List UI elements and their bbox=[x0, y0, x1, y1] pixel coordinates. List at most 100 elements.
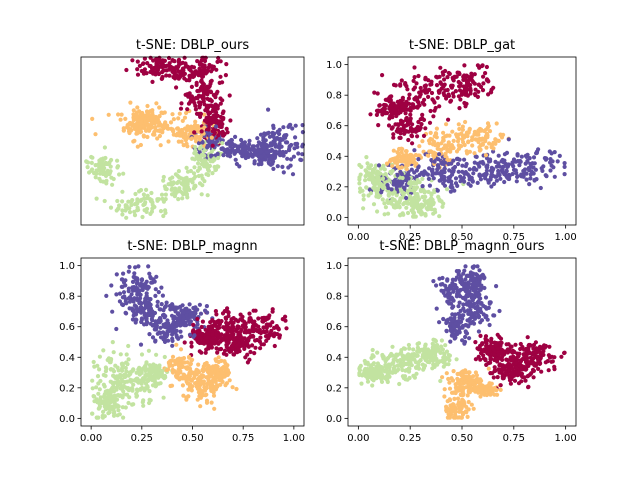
scatter-point bbox=[452, 164, 458, 170]
scatter-point bbox=[415, 134, 420, 139]
scatter-point bbox=[118, 373, 123, 378]
scatter-point bbox=[134, 296, 140, 301]
scatter-point bbox=[220, 370, 225, 375]
scatter-point bbox=[111, 369, 117, 374]
scatter-point bbox=[368, 191, 373, 196]
scatter-point bbox=[231, 148, 236, 153]
scatter-point bbox=[446, 161, 451, 167]
y-tick-label: 0.6 bbox=[326, 121, 342, 132]
scatter-point bbox=[552, 174, 557, 179]
scatter-point bbox=[258, 132, 264, 137]
scatter-point bbox=[265, 150, 270, 155]
scatter-point bbox=[546, 368, 551, 373]
scatter-point bbox=[516, 381, 522, 386]
scatter-point bbox=[85, 165, 90, 170]
scatter-point bbox=[519, 154, 524, 159]
scatter-point bbox=[500, 157, 505, 163]
scatter-point bbox=[472, 160, 477, 165]
scatter-point bbox=[223, 361, 228, 366]
scatter-point bbox=[132, 303, 137, 308]
scatter-point bbox=[240, 154, 245, 159]
scatter-point bbox=[228, 329, 233, 334]
y-tick-label: 0.2 bbox=[59, 383, 75, 394]
scatter-point bbox=[398, 82, 403, 87]
scatter-point bbox=[206, 167, 211, 172]
scatter-point bbox=[473, 87, 478, 92]
scatter-point bbox=[498, 133, 503, 138]
scatter-point bbox=[154, 274, 159, 279]
scatter-point bbox=[410, 129, 415, 134]
scatter-point bbox=[189, 340, 194, 345]
scatter-point bbox=[159, 302, 164, 307]
scatter-point bbox=[155, 303, 160, 309]
scatter-point bbox=[268, 148, 273, 153]
scatter-point bbox=[277, 149, 282, 154]
scatter-point bbox=[504, 168, 509, 173]
scatter-point bbox=[464, 73, 469, 78]
scatter-point bbox=[397, 165, 402, 171]
scatter-point bbox=[433, 105, 438, 111]
scatter-point bbox=[283, 150, 288, 155]
scatter-point bbox=[147, 374, 152, 379]
scatter-point bbox=[218, 74, 223, 79]
scatter-point bbox=[383, 97, 388, 102]
scatter-point bbox=[531, 375, 536, 380]
scatter-point bbox=[372, 90, 377, 95]
scatter-point bbox=[141, 403, 146, 408]
scatter-point bbox=[453, 181, 459, 186]
scatter-point bbox=[524, 177, 529, 182]
scatter-point bbox=[465, 414, 470, 419]
scatter-point bbox=[164, 187, 169, 192]
scatter-point bbox=[221, 115, 226, 121]
scatter-point bbox=[481, 74, 486, 79]
scatter-point bbox=[137, 301, 142, 306]
scatter-point bbox=[224, 126, 229, 131]
scatter-point bbox=[141, 134, 146, 139]
scatter-point bbox=[224, 352, 229, 357]
scatter-point bbox=[450, 91, 456, 96]
scatter-point bbox=[228, 349, 234, 354]
scatter-point bbox=[376, 175, 381, 180]
scatter-point bbox=[439, 174, 445, 179]
scatter-point bbox=[454, 134, 460, 139]
scatter-point bbox=[456, 269, 461, 274]
scatter-point bbox=[389, 110, 394, 115]
scatter-point bbox=[132, 271, 137, 276]
scatter-point bbox=[477, 164, 482, 169]
scatter-point bbox=[387, 178, 392, 183]
scatter-point bbox=[155, 136, 160, 141]
scatter-point bbox=[559, 354, 564, 359]
scatter-point bbox=[130, 58, 135, 63]
scatter-point bbox=[191, 305, 196, 311]
scatter-point bbox=[140, 61, 146, 66]
scatter-point bbox=[451, 78, 456, 83]
scatter-point bbox=[488, 371, 493, 376]
scatter-point bbox=[131, 382, 136, 387]
subplot-title: t-SNE: DBLP_magnn bbox=[127, 239, 257, 254]
scatter-point bbox=[404, 84, 409, 89]
scatter-point bbox=[197, 137, 203, 142]
scatter-point bbox=[548, 168, 553, 173]
scatter-point bbox=[417, 172, 422, 177]
scatter-point bbox=[446, 117, 451, 122]
scatter-point bbox=[298, 157, 303, 162]
scatter-point bbox=[154, 327, 159, 332]
scatter-point bbox=[184, 110, 189, 116]
scatter-point bbox=[161, 337, 166, 342]
scatter-point bbox=[164, 300, 169, 305]
scatter-point bbox=[108, 164, 113, 169]
scatter-point bbox=[202, 164, 207, 169]
scatter-point bbox=[199, 129, 204, 134]
scatter-point bbox=[197, 302, 202, 307]
scatter-point bbox=[216, 355, 221, 360]
scatter-point bbox=[481, 81, 486, 86]
scatter-point bbox=[400, 156, 405, 161]
scatter-point bbox=[162, 376, 167, 381]
scatter-point bbox=[290, 172, 296, 177]
scatter-point bbox=[431, 114, 436, 119]
scatter-point bbox=[113, 393, 119, 398]
scatter-point bbox=[412, 65, 417, 70]
scatter-point bbox=[406, 172, 411, 177]
scatter-point bbox=[375, 209, 380, 214]
scatter-point bbox=[519, 172, 524, 177]
